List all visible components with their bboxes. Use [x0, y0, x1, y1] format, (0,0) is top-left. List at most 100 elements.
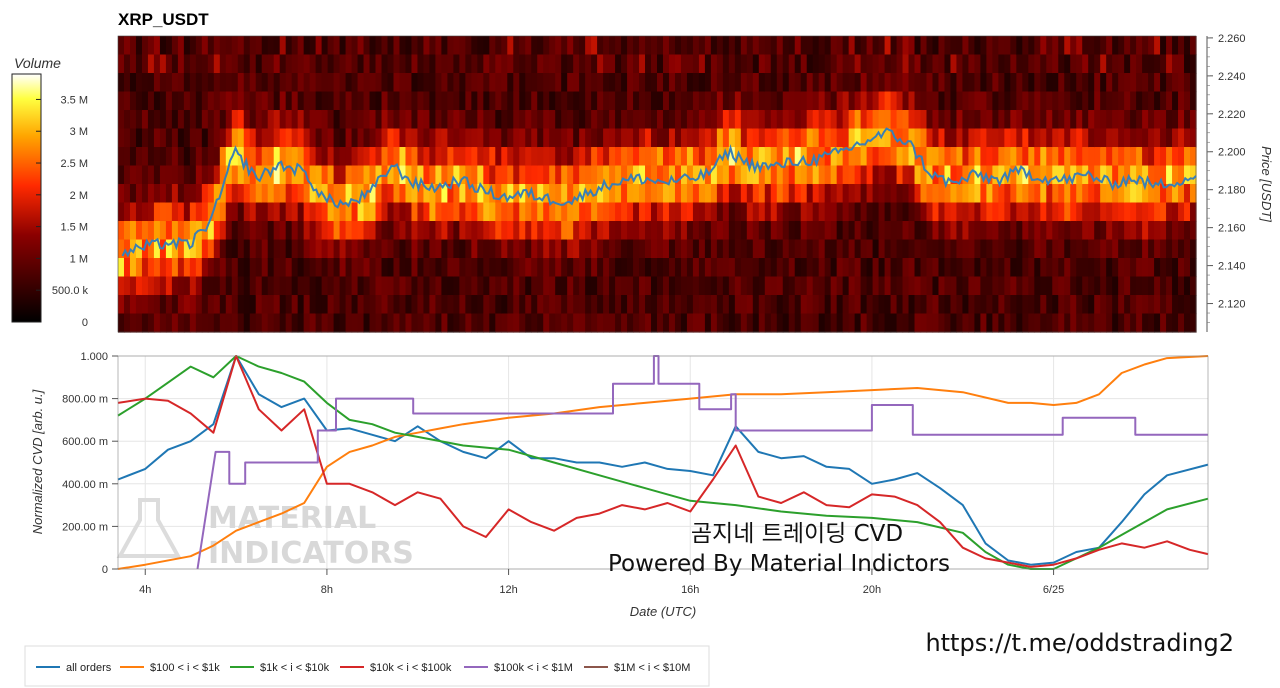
heatmap-cell: [794, 276, 802, 296]
heatmap-cell: [722, 221, 730, 241]
heatmap-cell: [1106, 165, 1113, 185]
heatmap-cell: [830, 239, 838, 259]
heatmap-cell: [1046, 221, 1053, 241]
heatmap-cell: [651, 221, 658, 241]
heatmap-cell: [1052, 184, 1059, 204]
heatmap-cell: [501, 128, 508, 148]
heatmap-cell: [255, 239, 263, 259]
heatmap-cell: [1148, 147, 1155, 167]
heatmap-cell: [938, 73, 946, 93]
heatmap-cell: [896, 258, 904, 278]
heatmap-cell: [1178, 91, 1185, 111]
heatmap-cell: [231, 128, 239, 148]
heatmap-cell: [405, 147, 413, 167]
heatmap-cell: [423, 110, 431, 130]
heatmap-cell: [597, 276, 604, 296]
heatmap-cell: [453, 313, 460, 333]
heatmap-cell: [758, 276, 766, 296]
heatmap-cell: [561, 239, 568, 259]
heatmap-cell: [417, 276, 425, 296]
heatmap-cell: [549, 36, 556, 56]
heatmap-cell: [417, 165, 425, 185]
heatmap-cell: [1016, 258, 1023, 278]
heatmap-cell: [938, 54, 946, 74]
heatmap-cell: [507, 258, 514, 278]
heatmap-cell: [836, 239, 844, 259]
heatmap-cell: [980, 165, 987, 185]
heatmap-cell: [585, 313, 592, 333]
heatmap-cell: [135, 54, 143, 74]
heatmap-cell: [1142, 165, 1149, 185]
heatmap-cell: [680, 239, 688, 259]
heatmap-cell: [866, 91, 874, 111]
heatmap-cell: [339, 258, 347, 278]
heatmap-cell: [657, 91, 664, 111]
heatmap-cell: [507, 221, 514, 241]
heatmap-cell: [830, 258, 838, 278]
heatmap-cell: [303, 239, 311, 259]
heatmap-cell: [1046, 258, 1053, 278]
heatmap-cell: [537, 184, 544, 204]
heatmap-cell: [207, 258, 215, 278]
heatmap-cell: [842, 91, 850, 111]
heatmap-cell: [1154, 258, 1161, 278]
heatmap-cell: [651, 54, 658, 74]
heatmap-cell: [591, 258, 598, 278]
heatmap-cell: [974, 313, 981, 333]
heatmap-cell: [189, 239, 197, 259]
heatmap-cell: [165, 91, 173, 111]
price-volume-heatmap: [118, 36, 1197, 333]
heatmap-cell: [195, 258, 203, 278]
heatmap-cell: [980, 258, 987, 278]
heatmap-cell: [243, 73, 251, 93]
heatmap-cell: [1166, 276, 1173, 296]
heatmap-cell: [908, 36, 916, 56]
heatmap-cell: [980, 221, 987, 241]
heatmap-cell: [974, 276, 981, 296]
heatmap-cell: [273, 91, 281, 111]
heatmap-cell: [297, 313, 305, 333]
heatmap-cell: [303, 221, 311, 241]
heatmap-cell: [387, 110, 395, 130]
heatmap-cell: [710, 165, 718, 185]
heatmap-cell: [956, 91, 964, 111]
heatmap-cell: [219, 239, 227, 259]
heatmap-cell: [680, 128, 688, 148]
heatmap-cell: [519, 276, 526, 296]
heatmap-cell: [579, 258, 586, 278]
heatmap-cell: [393, 54, 401, 74]
heatmap-cell: [686, 239, 694, 259]
heatmap-cell: [680, 221, 688, 241]
heatmap-cell: [944, 276, 952, 296]
heatmap-cell: [728, 128, 736, 148]
heatmap-cell: [782, 128, 790, 148]
heatmap-cell: [633, 239, 640, 259]
heatmap-cell: [944, 91, 952, 111]
heatmap-cell: [189, 184, 197, 204]
heatmap-cell: [549, 184, 556, 204]
heatmap-cell: [1064, 36, 1071, 56]
heatmap-cell: [603, 54, 610, 74]
heatmap-cell: [489, 36, 496, 56]
heatmap-cell: [1088, 202, 1095, 222]
heatmap-cell: [746, 184, 754, 204]
heatmap-cell: [159, 165, 167, 185]
heatmap-cell: [1064, 73, 1071, 93]
heatmap-cell: [609, 202, 616, 222]
heatmap-cell: [1040, 221, 1047, 241]
heatmap-cell: [279, 258, 287, 278]
heatmap-cell: [1016, 73, 1023, 93]
heatmap-cell: [591, 36, 598, 56]
heatmap-cell: [692, 295, 700, 315]
heatmap-cell: [141, 91, 149, 111]
heatmap-cell: [303, 258, 311, 278]
heatmap-cell: [734, 165, 742, 185]
heatmap-cell: [591, 54, 598, 74]
heatmap-cell: [1154, 313, 1161, 333]
heatmap-cell: [267, 221, 275, 241]
heatmap-cell: [806, 128, 814, 148]
heatmap-cell: [968, 239, 976, 259]
heatmap-cell: [591, 313, 598, 333]
heatmap-cell: [1070, 91, 1077, 111]
heatmap-cell: [890, 110, 898, 130]
